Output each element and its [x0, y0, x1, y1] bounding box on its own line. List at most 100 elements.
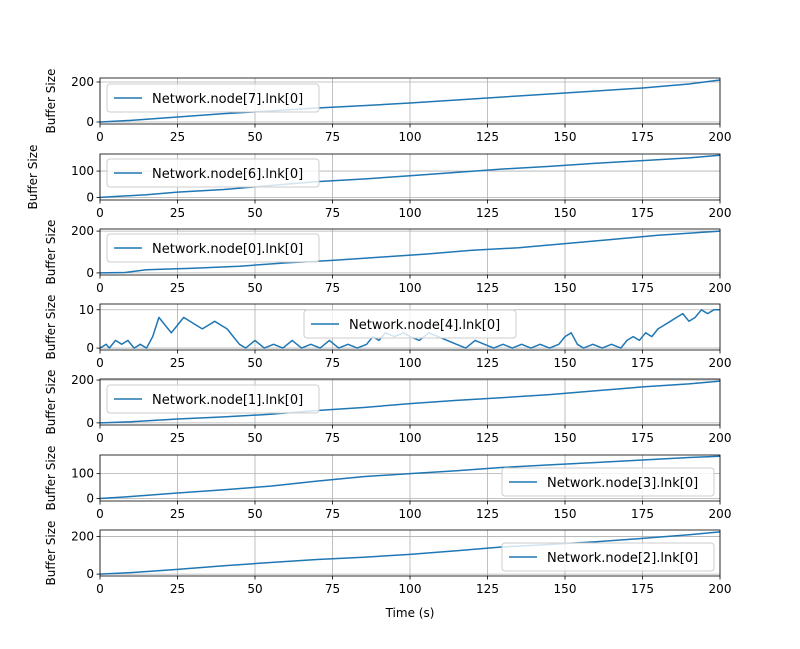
x-tick-label: 25 — [170, 356, 185, 370]
legend-box — [106, 83, 320, 113]
subplot-6: 0 25 50 75 100 125 150 175 200 0 100 Buffer Size Net… — [44, 446, 731, 521]
legend-label: Network.node[7].lnk[0] — [152, 92, 303, 107]
x-tick-label: 200 — [709, 130, 732, 144]
y-axis-label: Buffer Size — [26, 145, 40, 210]
x-tick-label: 0 — [96, 206, 104, 220]
y-tick-label: 200 — [71, 530, 94, 544]
legend-box — [106, 158, 320, 188]
legend-box — [106, 384, 320, 414]
x-tick-label: 50 — [247, 281, 262, 295]
y-axis-label: Buffer Size — [44, 220, 58, 285]
x-tick-label: 25 — [170, 507, 185, 521]
subplot-4: 0 25 50 75 100 125 150 175 200 0 10 Buffer Size Netw… — [44, 295, 731, 370]
x-tick-label: 50 — [247, 356, 262, 370]
x-tick-label: 25 — [170, 431, 185, 445]
y-tick-label: 200 — [71, 224, 94, 238]
x-tick-label: 150 — [554, 130, 577, 144]
y-tick-label: 100 — [71, 164, 94, 178]
x-tick-label: 175 — [631, 507, 654, 521]
y-tick-label: 0 — [86, 341, 94, 355]
x-tick-label: 150 — [554, 431, 577, 445]
x-tick-label: 50 — [247, 206, 262, 220]
subplot-5: 0 25 50 75 100 125 150 175 200 0 200 Buffer Size Net… — [44, 370, 731, 445]
x-tick-label: 0 — [96, 130, 104, 144]
y-axis-label: Buffer Size — [44, 446, 58, 511]
x-tick-label: 75 — [325, 281, 340, 295]
x-tick-label: 100 — [399, 507, 422, 521]
x-tick-label: 125 — [476, 356, 499, 370]
x-tick-label: 50 — [247, 507, 262, 521]
legend-label: Network.node[4].lnk[0] — [349, 318, 500, 333]
legend-label: Network.node[1].lnk[0] — [152, 393, 303, 408]
x-tick-label: 200 — [709, 431, 732, 445]
x-tick-label: 0 — [96, 281, 104, 295]
x-tick-label: 125 — [476, 206, 499, 220]
x-tick-label: 200 — [709, 507, 732, 521]
x-tick-label: 100 — [399, 431, 422, 445]
x-tick-label: 0 — [96, 431, 104, 445]
x-tick-label: 175 — [631, 130, 654, 144]
legend-box — [106, 233, 320, 263]
y-tick-label: 100 — [71, 467, 94, 481]
subplot-1: 0 25 50 75 100 125 150 175 200 0 200 Buffer Size Net… — [44, 69, 731, 144]
x-tick-label: 75 — [325, 356, 340, 370]
y-tick-label: 0 — [86, 115, 94, 129]
x-tick-label: 100 — [399, 281, 422, 295]
x-tick-label: 100 — [399, 206, 422, 220]
x-tick-label: 200 — [709, 356, 732, 370]
y-tick-label: 200 — [71, 75, 94, 89]
legend-label: Network.node[6].lnk[0] — [152, 167, 303, 182]
x-tick-label: 125 — [476, 281, 499, 295]
legend-box — [501, 542, 715, 572]
y-tick-label: 10 — [79, 303, 94, 317]
subplot-3: 0 25 50 75 100 125 150 175 200 0 200 Buffer Size Net… — [44, 220, 731, 295]
x-tick-label: 0 — [96, 582, 104, 596]
legend-label: Network.node[3].lnk[0] — [547, 476, 698, 491]
x-tick-label: 75 — [325, 206, 340, 220]
x-tick-label: 50 — [247, 130, 262, 144]
x-tick-label: 200 — [709, 582, 732, 596]
x-tick-label: 75 — [325, 431, 340, 445]
x-tick-label: 75 — [325, 582, 340, 596]
x-tick-label: 50 — [247, 431, 262, 445]
y-tick-label: 0 — [86, 190, 94, 204]
y-axis-label: Buffer Size — [44, 295, 58, 360]
x-tick-label: 0 — [96, 356, 104, 370]
y-tick-label: 0 — [86, 567, 94, 581]
x-tick-label: 125 — [476, 130, 499, 144]
y-tick-label: 0 — [86, 266, 94, 280]
x-tick-label: 75 — [325, 507, 340, 521]
x-axis-label: Time (s) — [385, 606, 435, 620]
y-tick-label: 200 — [71, 373, 94, 387]
x-tick-label: 150 — [554, 582, 577, 596]
x-tick-label: 175 — [631, 206, 654, 220]
x-tick-label: 50 — [247, 582, 262, 596]
x-tick-label: 125 — [476, 582, 499, 596]
x-tick-label: 0 — [96, 507, 104, 521]
x-tick-label: 25 — [170, 130, 185, 144]
x-tick-label: 175 — [631, 281, 654, 295]
x-tick-label: 175 — [631, 431, 654, 445]
y-tick-label: 0 — [86, 416, 94, 430]
x-tick-label: 100 — [399, 356, 422, 370]
x-tick-label: 125 — [476, 431, 499, 445]
y-axis-label: Buffer Size — [44, 370, 58, 435]
x-tick-label: 175 — [631, 582, 654, 596]
subplot-7: 0 25 50 75 100 125 150 175 200 0 200 Buffer Size Tim… — [44, 521, 731, 620]
x-tick-label: 125 — [476, 507, 499, 521]
legend-label: Network.node[0].lnk[0] — [152, 242, 303, 257]
x-tick-label: 75 — [325, 130, 340, 144]
x-tick-label: 150 — [554, 507, 577, 521]
legend-label: Network.node[2].lnk[0] — [547, 551, 698, 566]
x-tick-label: 150 — [554, 356, 577, 370]
x-tick-label: 25 — [170, 281, 185, 295]
x-tick-label: 200 — [709, 281, 732, 295]
x-tick-label: 200 — [709, 206, 732, 220]
y-axis-label: Buffer Size — [44, 69, 58, 134]
x-tick-label: 150 — [554, 281, 577, 295]
x-tick-label: 25 — [170, 582, 185, 596]
legend-box — [303, 309, 517, 339]
x-tick-label: 25 — [170, 206, 185, 220]
y-axis-label: Buffer Size — [44, 521, 58, 586]
